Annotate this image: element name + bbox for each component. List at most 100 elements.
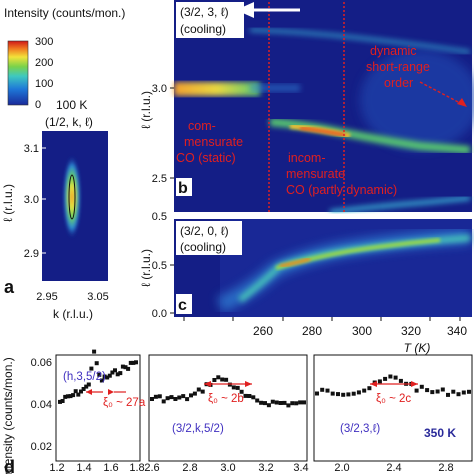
data-point (336, 392, 340, 397)
data-point (251, 395, 256, 400)
panel-d-temperature: 350 K (424, 426, 456, 440)
data-point (123, 365, 128, 370)
panel-b: (3/2, 3, ℓ) (cooling) com- mensurate CO … (139, 0, 474, 223)
panel-b-axis-tick: 0.5 (152, 211, 167, 223)
data-point (286, 403, 291, 408)
data-point (76, 392, 81, 397)
colorbar: Intensity (counts/mon.) 300 200 100 0 (4, 6, 125, 111)
colorbar-tick: 100 (35, 78, 53, 90)
panel-b-incommensurate-label: incom- mensurate CO (partly dynamic) (286, 151, 397, 197)
data-point (414, 388, 419, 393)
panel-d-middle-label: (3/2,k,5/2) (172, 423, 224, 435)
data-point (165, 396, 170, 401)
data-point (118, 371, 123, 376)
data-point (86, 382, 91, 387)
data-point (362, 388, 367, 393)
data-point (383, 376, 388, 381)
panel-c-ylabel: ℓ (r.l.u.) (139, 249, 153, 287)
panel-d-left-points (58, 349, 138, 404)
panel-b-ytick: 3.0 (152, 83, 167, 95)
data-point (247, 394, 252, 398)
panel-c-xtick: 340 (447, 324, 467, 338)
panel-a-peak (63, 155, 81, 239)
data-point (446, 392, 450, 397)
panel-a-ylabel: ℓ (r.l.u.) (1, 184, 15, 222)
data-point (216, 375, 221, 380)
data-point (110, 370, 115, 375)
data-point (192, 391, 197, 396)
panel-d-middle-xtick: 3.2 (258, 462, 273, 474)
panel-a-contour (68, 174, 76, 220)
data-point (243, 393, 248, 398)
data-point (79, 389, 83, 394)
data-point (315, 391, 319, 396)
data-point (278, 401, 283, 405)
data-point (290, 401, 295, 406)
data-point (185, 397, 190, 402)
data-point (266, 403, 271, 408)
panel-d-middle-xtick: 3.0 (220, 462, 235, 474)
data-point (294, 401, 299, 406)
data-point (102, 374, 107, 379)
panel-d-left-corr: ξ₀ ~ 27a (103, 397, 146, 409)
panel-b-red-arrow (457, 98, 467, 107)
data-point (330, 391, 335, 396)
data-point (196, 387, 201, 392)
data-point (341, 392, 346, 397)
panel-a-xlabel: k (r.l.u.) (53, 307, 93, 321)
panel-c-ytick: 0.0 (152, 308, 167, 320)
panel-a-ytick: 2.9 (24, 248, 39, 260)
data-point (320, 387, 325, 392)
data-point (377, 379, 382, 384)
data-point (177, 395, 182, 400)
data-point (346, 392, 351, 397)
panel-d-left-plot: (h,3,5/2) ξ₀ ~ 27a 1.2 1.4 1.6 1.8 (49, 349, 146, 474)
panel-a-temperature: 100 K (56, 98, 87, 112)
panel-d-letter: d (4, 457, 15, 474)
data-point (440, 387, 445, 392)
data-point (302, 400, 306, 405)
data-point (270, 399, 275, 404)
panel-d-ytick: 0.02 (31, 441, 52, 453)
panel-d-left-label: (h,3,5/2) (63, 371, 106, 383)
data-point (393, 375, 398, 380)
panel-c-letter: c (178, 297, 187, 314)
data-point (282, 400, 287, 405)
panel-d-right-plot: ξ₀ ~ 2c (3/2,3,ℓ) 350 K 2.0 2.4 2.8 (313, 354, 473, 474)
data-point (153, 394, 158, 399)
data-point (263, 401, 267, 406)
data-point (105, 375, 110, 380)
panel-c-ytick: 0.5 (152, 260, 167, 272)
data-point (84, 384, 89, 389)
panel-b-dynamic-label: dynamic short-range order (366, 44, 433, 90)
data-point (126, 366, 131, 371)
data-point (128, 360, 133, 365)
data-point (157, 394, 162, 399)
panel-b-letter: b (178, 180, 188, 197)
data-point (189, 393, 193, 398)
panel-a-index: (1/2, k, ℓ) (45, 115, 93, 129)
data-point (461, 390, 466, 395)
colorbar-tick: 200 (35, 57, 53, 69)
data-point (351, 391, 356, 396)
panel-b-label-box (176, 2, 244, 38)
data-point (220, 377, 225, 382)
panel-d-left-xtick: 1.6 (103, 462, 118, 474)
data-point (131, 360, 136, 365)
data-point (99, 378, 104, 383)
panel-d-ytick: 0.06 (31, 357, 52, 369)
data-point (467, 389, 471, 394)
panel-c-xlabel: T (K) (404, 341, 431, 355)
data-point (60, 399, 65, 403)
colorbar-tick: 0 (35, 99, 41, 111)
data-point (398, 378, 403, 383)
data-point (115, 372, 120, 377)
panel-a-letter: a (4, 277, 15, 297)
data-point (150, 397, 154, 401)
data-point (451, 389, 456, 394)
panel-d: Intensity (counts/mon.) 0.06 0.04 0.02 (… (1, 349, 473, 474)
panel-c-xtick: 300 (352, 324, 372, 338)
data-point (419, 384, 424, 389)
data-point (65, 394, 70, 399)
data-point (239, 389, 244, 394)
